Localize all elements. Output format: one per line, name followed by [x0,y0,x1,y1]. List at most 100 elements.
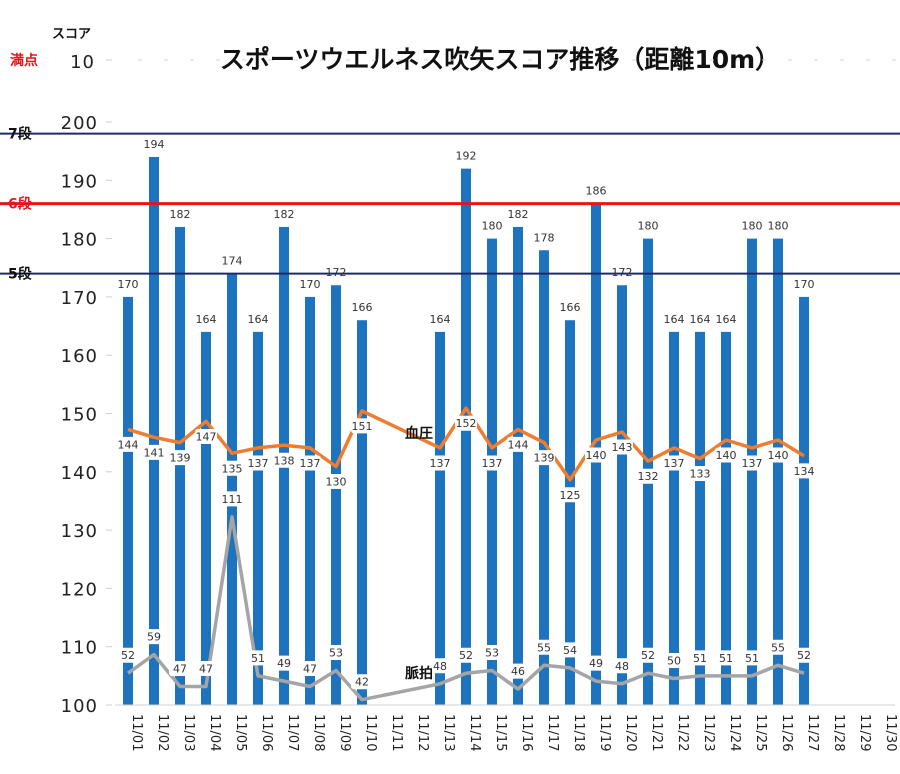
x-tick-label: 11/19 [597,714,612,751]
point-value-label: 132 [638,470,659,483]
bar [435,331,445,705]
bar-value-label: 178 [534,231,555,244]
point-label-bg [117,436,139,452]
point-value-label: 140 [716,449,737,462]
x-tick-label: 11/28 [831,714,846,751]
bar [201,331,211,705]
point-value-label: 53 [329,647,343,660]
point-value-label: 137 [248,457,269,470]
reference-lines: 7段 6段 5段 [0,126,900,283]
x-tick-label: 11/27 [805,714,820,751]
point-value-label: 144 [118,438,139,451]
point-value-label: 52 [121,649,135,662]
point-label-bg [273,655,295,671]
x-tick-label: 11/02 [155,714,170,751]
bar-value-label: 166 [560,301,581,314]
bar-value-label: 180 [768,220,789,233]
point-label-bg [221,460,243,476]
bar-value-label: 174 [222,255,243,268]
x-tick-label: 11/07 [285,714,300,751]
point-label-bg [273,452,295,468]
bar-series: 1701941821641741641821701721661641921801… [118,138,815,706]
point-value-label: 135 [222,462,243,475]
point-value-label: 55 [537,641,551,654]
point-label-bg [533,639,555,655]
point-value-label: 48 [433,660,447,673]
x-tick-label: 11/08 [311,714,326,751]
point-value-label: 137 [742,457,763,470]
bar-value-label: 180 [638,220,659,233]
point-label-bg [481,645,503,661]
point-value-label: 51 [745,652,759,665]
bar [565,320,575,705]
y-tick-label: 100 [61,696,98,717]
point-label-bg [559,642,581,658]
bar [513,226,523,705]
point-label-bg [741,455,763,471]
point-value-label: 48 [615,660,629,673]
point-label-bg [195,428,217,444]
point-value-label: 140 [586,449,607,462]
x-tick-label: 11/29 [857,714,872,751]
x-tick-label: 11/24 [727,714,742,751]
x-tick-label: 11/04 [207,714,222,751]
point-value-label: 46 [511,665,525,678]
bar [487,238,497,705]
point-label-bg [169,450,191,466]
bar-value-label: 164 [248,313,269,326]
bar-value-label: 180 [482,220,503,233]
x-tick-label: 11/17 [545,714,560,751]
point-value-label: 59 [147,631,161,644]
point-value-label: 47 [199,662,213,675]
point-value-label: 125 [560,489,581,502]
point-label-bg [247,455,269,471]
chart-title: スポーツウエルネス吹矢スコア推移（距離10m） [220,45,780,74]
bar-value-label: 186 [586,185,607,198]
point-value-label: 53 [485,647,499,660]
point-value-label: 50 [667,655,681,668]
point-value-label: 139 [534,452,555,465]
point-value-label: 42 [355,676,369,689]
point-label-bg [637,468,659,484]
point-value-label: 151 [352,420,373,433]
x-tick-label: 11/18 [571,714,586,751]
bar-value-label: 182 [508,208,529,221]
point-label-bg [351,674,373,690]
y-axis: 100 110 120 130 140 150 160 170 180 190 200 [61,59,896,717]
point-value-label: 111 [222,493,243,506]
bar [695,331,705,705]
x-tick-label: 11/03 [181,714,196,751]
point-label-bg [325,474,347,489]
point-label-bg [299,455,321,471]
bar [123,296,133,705]
point-label-bg [585,447,607,463]
y-tick-top: 10 [70,52,95,73]
bar-value-label: 170 [794,278,815,291]
point-label-bg [247,650,269,666]
reference-line-label: 6段 [8,196,32,213]
point-label-bg [169,660,191,676]
bar [747,238,757,705]
bar [461,168,471,705]
point-label-bg [221,491,243,507]
bar-value-label: 164 [690,313,711,326]
point-value-label: 52 [641,649,655,662]
point-label-bg [663,653,685,668]
point-label-bg [689,466,711,482]
bar [331,285,341,705]
point-label-bg [715,447,737,463]
point-label-bg [767,447,789,463]
bar [253,331,263,705]
x-tick-label: 11/30 [883,714,898,751]
point-label-bg [195,660,217,676]
x-axis: 11/01 11/02 11/03 11/04 11/05 11/06 11/07 11/08… [115,704,898,751]
point-value-label: 147 [196,430,217,443]
x-tick-label: 11/10 [363,714,378,751]
bar [175,226,185,705]
x-tick-label: 11/21 [649,714,664,751]
series-line [127,406,805,482]
point-label-bg [429,455,451,471]
bar [773,238,783,705]
x-tick-label: 11/22 [675,714,690,751]
